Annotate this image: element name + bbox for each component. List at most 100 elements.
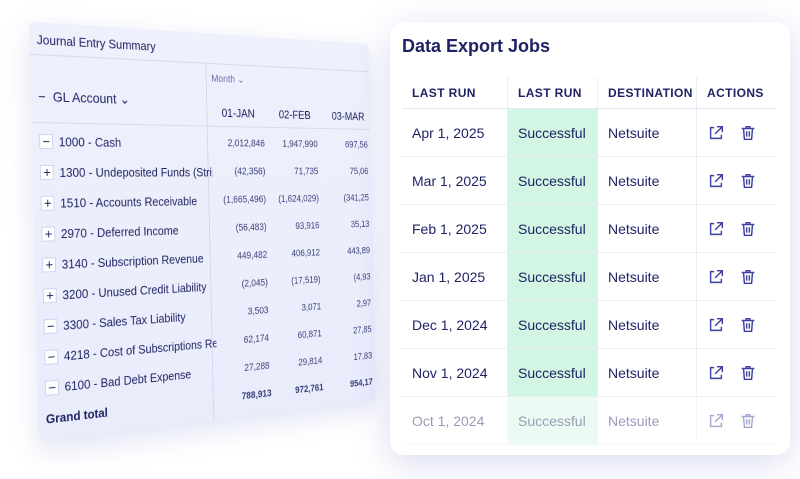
export-card: Data Export Jobs LAST RUN LAST RUN DESTINA…: [390, 22, 790, 455]
delete-icon[interactable]: [739, 172, 757, 190]
table-row: Nov 1, 2024 Successful Netsuite: [402, 349, 775, 397]
table-cell: Netsuite: [598, 109, 697, 156]
toggle[interactable]: +: [41, 195, 55, 210]
toggle[interactable]: −: [39, 134, 53, 149]
journal-row: +1300 - Undeposited Funds (Stripe) (42,35…: [32, 157, 371, 187]
table-cell: Netsuite: [598, 205, 697, 252]
open-icon[interactable]: [707, 364, 725, 382]
amount: 71,735: [268, 166, 321, 177]
actions-cell: [697, 349, 775, 396]
amount: (56,483): [214, 222, 270, 234]
amount: (4,93: [323, 272, 373, 285]
amount: (341,25: [322, 193, 372, 204]
journal-row: −1000 - Cash 2,012,846 1,947,990 697,56: [31, 126, 370, 158]
delete-icon[interactable]: [739, 364, 757, 382]
status-cell: Successful: [508, 253, 598, 300]
header-cell: LAST RUN: [508, 77, 598, 108]
status-cell: Successful: [508, 109, 598, 156]
open-icon[interactable]: [707, 316, 725, 334]
account-label: 3140 - Subscription Revenue: [62, 250, 215, 271]
amount: 449,482: [215, 249, 271, 262]
amount: 62,174: [216, 333, 272, 349]
column-header: 01-JAN: [210, 105, 265, 120]
status-cell: Successful: [508, 205, 598, 252]
table-cell: Feb 1, 2025: [402, 205, 508, 252]
toggle[interactable]: +: [40, 164, 54, 179]
card-title: Data Export Jobs: [402, 36, 550, 57]
table-cell: Oct 1, 2024: [402, 397, 508, 444]
table-cell: Jan 1, 2025: [402, 253, 508, 300]
header-cell: ACTIONS: [697, 77, 775, 108]
toggle[interactable]: +: [43, 287, 57, 303]
amount: 27,288: [217, 360, 273, 376]
table-row: Mar 1, 2025 Successful Netsuite: [402, 157, 775, 205]
actions-cell: [697, 301, 775, 348]
toggle[interactable]: −: [44, 349, 58, 365]
account-label: 1510 - Accounts Receivable: [60, 193, 213, 210]
table-row: Jan 1, 2025 Successful Netsuite: [402, 253, 775, 301]
amount: 3,071: [271, 301, 324, 315]
toggle[interactable]: −: [45, 379, 59, 395]
month-selector[interactable]: Month ⌄: [211, 72, 244, 85]
account-label: 1000 - Cash: [59, 134, 213, 150]
status-cell: Successful: [508, 397, 598, 444]
delete-icon[interactable]: [739, 220, 757, 238]
amount: 1,947,990: [268, 139, 321, 150]
delete-icon[interactable]: [739, 412, 757, 430]
delete-icon[interactable]: [739, 124, 757, 142]
open-icon[interactable]: [707, 124, 725, 142]
open-icon[interactable]: [707, 268, 725, 286]
toggle[interactable]: −: [43, 318, 57, 334]
amount: 2,012,846: [212, 138, 268, 150]
account-label: 3300 - Sales Tax Liability: [63, 307, 216, 332]
table-cell: Netsuite: [598, 301, 697, 348]
divider: [30, 54, 369, 72]
amount: 697,56: [320, 139, 370, 150]
open-icon[interactable]: [707, 220, 725, 238]
delete-icon[interactable]: [739, 268, 757, 286]
table-row: Apr 1, 2025 Successful Netsuite: [402, 109, 775, 157]
table-row: Oct 1, 2024 Successful Netsuite: [402, 397, 775, 445]
table-cell: Netsuite: [598, 157, 697, 204]
amount: 75,06: [321, 166, 371, 176]
actions-cell: [697, 205, 775, 252]
amount: 27,85: [324, 324, 374, 339]
header-cell: LAST RUN: [402, 77, 508, 108]
open-icon[interactable]: [707, 172, 725, 190]
status-cell: Successful: [508, 157, 598, 204]
amount: (1,665,496): [213, 194, 269, 206]
status-cell: Successful: [508, 301, 598, 348]
amount: (42,356): [213, 166, 269, 177]
amount: 3,503: [216, 305, 272, 320]
toggle[interactable]: +: [41, 226, 55, 241]
export-table: LAST RUN LAST RUN DESTINATION ACTIONS Apr 1,…: [402, 77, 775, 445]
status-cell: Successful: [508, 349, 598, 396]
amount: (2,045): [215, 277, 271, 291]
actions-cell: [697, 253, 775, 300]
amount: 35,13: [322, 219, 372, 231]
column-header: 03-MAR: [323, 109, 373, 123]
open-icon[interactable]: [707, 412, 725, 430]
table-cell: Dec 1, 2024: [402, 301, 508, 348]
header-cell: DESTINATION: [598, 77, 697, 108]
table-cell: Netsuite: [598, 397, 697, 444]
amount: 954,17: [326, 377, 375, 393]
delete-icon[interactable]: [739, 316, 757, 334]
amount: 60,871: [272, 328, 325, 343]
table-cell: Apr 1, 2025: [402, 109, 508, 156]
account-label: 1300 - Undeposited Funds (Stripe): [59, 165, 213, 180]
journal-panel: Journal Entry Summary Month ⌄ − GL Accou…: [29, 22, 376, 442]
amount: 788,913: [220, 388, 275, 405]
amount: 972,761: [274, 382, 326, 398]
month-label: Month: [211, 73, 235, 85]
amount: (1,624,029): [269, 193, 322, 204]
amount: 93,916: [269, 220, 322, 232]
account-label: 3200 - Unused Credit Liability: [62, 279, 215, 302]
amount: 17,83: [325, 350, 375, 365]
account-label: 2970 - Deferred Income: [61, 222, 214, 241]
column-header: 02-FEB: [268, 107, 320, 122]
toggle[interactable]: +: [42, 257, 56, 272]
table-row: Feb 1, 2025 Successful Netsuite: [402, 205, 775, 253]
actions-cell: [697, 157, 775, 204]
